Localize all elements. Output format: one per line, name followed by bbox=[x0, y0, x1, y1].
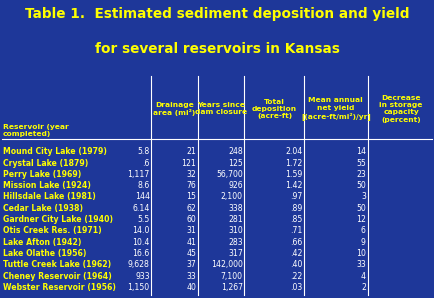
Text: Mean annual
net yield
[(acre-ft/mi²)/yr]: Mean annual net yield [(acre-ft/mi²)/yr] bbox=[300, 97, 370, 120]
Text: 10: 10 bbox=[355, 249, 365, 258]
Text: Years since
dam closure: Years since dam closure bbox=[194, 102, 247, 115]
Text: 8.6: 8.6 bbox=[137, 181, 149, 190]
Text: Hillsdale Lake (1981): Hillsdale Lake (1981) bbox=[3, 193, 95, 201]
Text: 33: 33 bbox=[186, 272, 196, 281]
Text: Reservoir (year
completed): Reservoir (year completed) bbox=[3, 124, 69, 137]
Text: 76: 76 bbox=[186, 181, 196, 190]
Text: Mound City Lake (1979): Mound City Lake (1979) bbox=[3, 147, 107, 156]
Text: 4: 4 bbox=[360, 272, 365, 281]
Text: 33: 33 bbox=[355, 260, 365, 269]
Text: 6: 6 bbox=[360, 226, 365, 235]
Text: 37: 37 bbox=[186, 260, 196, 269]
Text: Gardner City Lake (1940): Gardner City Lake (1940) bbox=[3, 215, 113, 224]
Text: 6.14: 6.14 bbox=[132, 204, 149, 213]
Text: 5.8: 5.8 bbox=[137, 147, 149, 156]
Text: 9: 9 bbox=[360, 238, 365, 247]
Text: 32: 32 bbox=[186, 170, 196, 179]
Text: 60: 60 bbox=[186, 215, 196, 224]
Text: .42: .42 bbox=[290, 249, 302, 258]
Text: 16.6: 16.6 bbox=[132, 249, 149, 258]
Text: .66: .66 bbox=[290, 238, 302, 247]
Text: 144: 144 bbox=[135, 193, 149, 201]
Text: 21: 21 bbox=[186, 147, 196, 156]
Text: 2: 2 bbox=[360, 283, 365, 292]
Text: .03: .03 bbox=[290, 283, 302, 292]
Text: 14.0: 14.0 bbox=[132, 226, 149, 235]
Text: 12: 12 bbox=[355, 215, 365, 224]
Text: 40: 40 bbox=[186, 283, 196, 292]
Text: 317: 317 bbox=[227, 249, 242, 258]
Text: 248: 248 bbox=[227, 147, 242, 156]
Text: .89: .89 bbox=[290, 204, 302, 213]
Text: 62: 62 bbox=[186, 204, 196, 213]
Text: 15: 15 bbox=[186, 193, 196, 201]
Text: 50: 50 bbox=[355, 181, 365, 190]
Text: 45: 45 bbox=[186, 249, 196, 258]
Text: 14: 14 bbox=[355, 147, 365, 156]
Text: Cheney Reservoir (1964): Cheney Reservoir (1964) bbox=[3, 272, 112, 281]
Text: 5.5: 5.5 bbox=[137, 215, 149, 224]
Text: 933: 933 bbox=[135, 272, 149, 281]
Text: 338: 338 bbox=[227, 204, 242, 213]
Text: .97: .97 bbox=[290, 193, 302, 201]
Text: 1.59: 1.59 bbox=[285, 170, 302, 179]
Text: .40: .40 bbox=[290, 260, 302, 269]
Text: Table 1.  Estimated sediment deposition and yield: Table 1. Estimated sediment deposition a… bbox=[25, 7, 409, 21]
Text: 1.42: 1.42 bbox=[285, 181, 302, 190]
Text: 1.72: 1.72 bbox=[285, 159, 302, 167]
Text: Crystal Lake (1879): Crystal Lake (1879) bbox=[3, 159, 88, 167]
Text: 50: 50 bbox=[355, 204, 365, 213]
Text: 10.4: 10.4 bbox=[132, 238, 149, 247]
Text: Webster Reservoir (1956): Webster Reservoir (1956) bbox=[3, 283, 115, 292]
Text: Decrease
in storage
capacity
(percent): Decrease in storage capacity (percent) bbox=[378, 95, 422, 123]
Text: 2.04: 2.04 bbox=[285, 147, 302, 156]
Text: 41: 41 bbox=[186, 238, 196, 247]
Text: Drainage
area (mi²): Drainage area (mi²) bbox=[153, 102, 195, 116]
Text: 1,117: 1,117 bbox=[127, 170, 149, 179]
Text: 7,100: 7,100 bbox=[220, 272, 242, 281]
Text: 121: 121 bbox=[181, 159, 196, 167]
Text: 142,000: 142,000 bbox=[210, 260, 242, 269]
Text: Tuttle Creek Lake (1962): Tuttle Creek Lake (1962) bbox=[3, 260, 111, 269]
Text: 926: 926 bbox=[227, 181, 242, 190]
Text: 9,628: 9,628 bbox=[128, 260, 149, 269]
Text: .85: .85 bbox=[290, 215, 302, 224]
Text: Cedar Lake (1938): Cedar Lake (1938) bbox=[3, 204, 83, 213]
Text: 125: 125 bbox=[227, 159, 242, 167]
Text: Total
deposition
(acre-ft): Total deposition (acre-ft) bbox=[251, 99, 296, 119]
Text: 31: 31 bbox=[186, 226, 196, 235]
Text: Lake Afton (1942): Lake Afton (1942) bbox=[3, 238, 81, 247]
Text: .71: .71 bbox=[290, 226, 302, 235]
Text: for several reservoirs in Kansas: for several reservoirs in Kansas bbox=[95, 42, 339, 56]
Text: 310: 310 bbox=[227, 226, 242, 235]
Text: .6: .6 bbox=[142, 159, 149, 167]
Text: 3: 3 bbox=[360, 193, 365, 201]
Text: Lake Olathe (1956): Lake Olathe (1956) bbox=[3, 249, 86, 258]
Text: Perry Lake (1969): Perry Lake (1969) bbox=[3, 170, 81, 179]
Text: 1,150: 1,150 bbox=[127, 283, 149, 292]
Text: .22: .22 bbox=[290, 272, 302, 281]
Text: 281: 281 bbox=[227, 215, 242, 224]
Text: 55: 55 bbox=[355, 159, 365, 167]
Text: 283: 283 bbox=[227, 238, 242, 247]
Text: 23: 23 bbox=[355, 170, 365, 179]
Text: 56,700: 56,700 bbox=[216, 170, 242, 179]
Text: 1,267: 1,267 bbox=[220, 283, 242, 292]
Text: Mission Lake (1924): Mission Lake (1924) bbox=[3, 181, 91, 190]
Text: 2,100: 2,100 bbox=[220, 193, 242, 201]
Text: Otis Creek Res. (1971): Otis Creek Res. (1971) bbox=[3, 226, 102, 235]
